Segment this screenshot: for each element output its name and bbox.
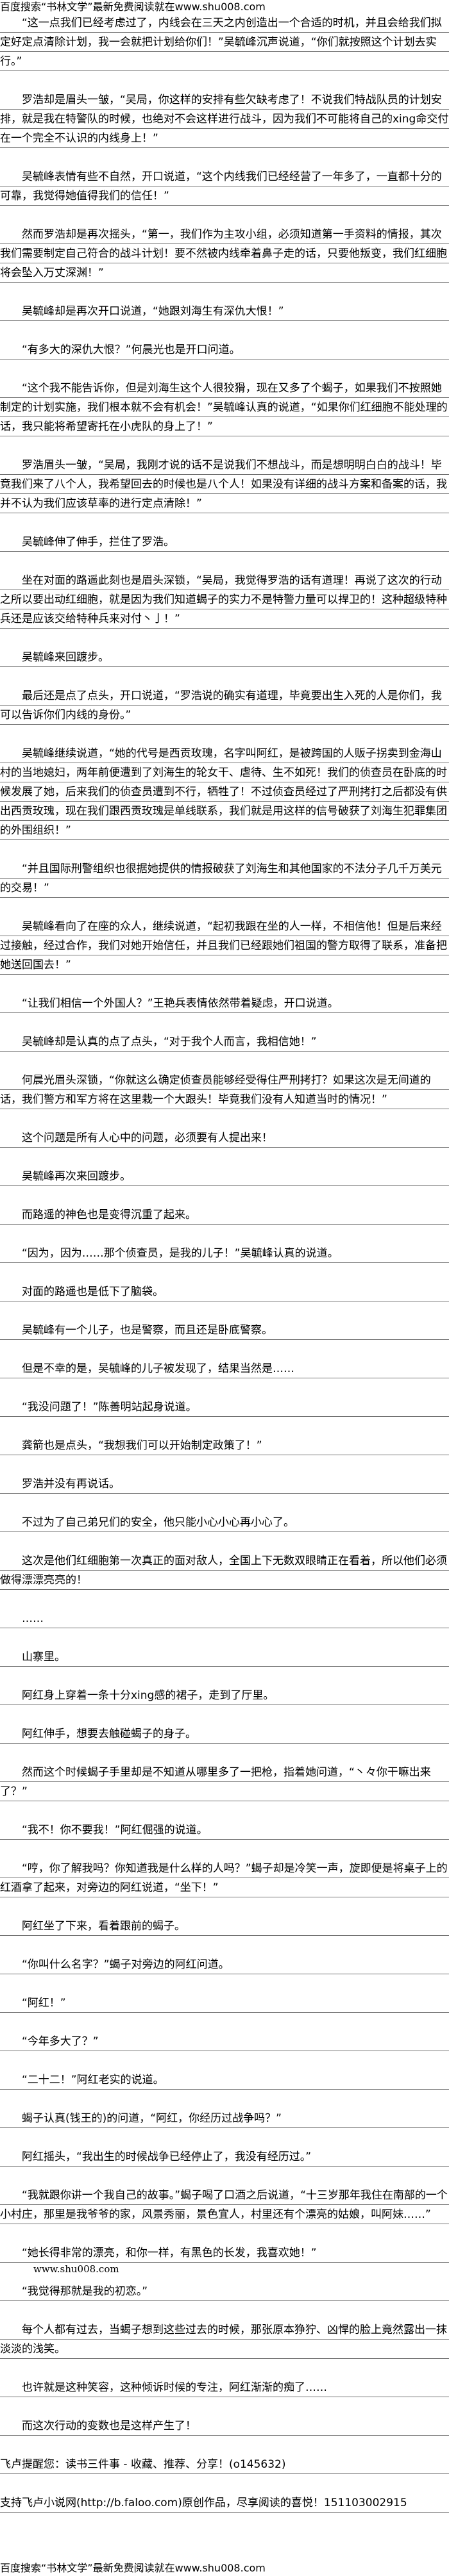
paragraph: 罗浩并没有再说话。 xyxy=(0,1474,449,1494)
paragraph: “我没问题了！”陈善明站起身说道。 xyxy=(0,1398,449,1417)
paragraph: 罗浩眉头一皱，“吴局，我刚才说的话不是说我们不想战斗，而是想明明白白的战斗！毕竟… xyxy=(0,456,449,513)
paragraph: 这个问题是所有人心中的问题，必须要有人提出来！ xyxy=(0,1128,449,1148)
paragraph: 阿红坐了下来，看着跟前的蝎子。 xyxy=(0,1917,449,1936)
paragraph: “让我们相信一个外国人？”王艳兵表情依然带着疑虑，开口说道。 xyxy=(0,994,449,1013)
paragraph: “我不！你不要我！”阿红倔强的说道。 xyxy=(0,1821,449,1840)
paragraph: 蝎子认真(钱王的)的问道，“阿红，你经历过战争吗？” xyxy=(0,2109,449,2128)
paragraph: “我觉得那就是我的初恋。” xyxy=(0,2282,449,2301)
paragraph: 吴毓峰有一个儿子，也是警察，而且还是卧底警察。 xyxy=(0,1321,449,1340)
paragraph: 不过为了自己弟兄们的安全，他只能小心小心再小心了。 xyxy=(0,1513,449,1532)
paragraph: “有多大的深仇大恨？”何晨光也是开口问道。 xyxy=(0,340,449,359)
paragraph: 吴毓峰继续说道，“她的代号是西贡玫瑰，名字叫阿红，是被跨国的人贩子拐卖到金海山村… xyxy=(0,744,449,840)
paragraph: 坐在对面的路遥此刻也是眉头深锁，“吴局，我觉得罗浩的话有道理！再说了这次的行动之… xyxy=(0,571,449,629)
paragraph: 然而这个时候蝎子手里却是不知道从哪里多了一把枪，指着她问道，“丶々你干嘛出来了？… xyxy=(0,1763,449,1801)
site-banner-top: 百度搜索“书林文学”最新免费阅读就在www.shu008.com xyxy=(0,1,266,13)
paragraph: 这次是他们红细胞第一次真正的面对敌人，全国上下无数双眼睛正在看着，所以他们必须做… xyxy=(0,1551,449,1590)
site-banner-bottom: 百度搜索“书林文学”最新免费阅读就在www.shu008.com xyxy=(0,2562,266,2574)
paragraph: 而路遥的神色也是变得沉重了起来。 xyxy=(0,1205,449,1225)
paragraph: “并且国际刑警组织也很据她提供的情报破获了刘海生和其他国家的不法分子几千万美元的… xyxy=(0,859,449,898)
paragraph: …… xyxy=(0,1609,449,1628)
paragraph: “阿红！” xyxy=(0,1994,449,2013)
paragraph: “这个我不能告诉你，但是刘海生这个人很狡猾，现在又多了个蝎子，如果我们不按照她制… xyxy=(0,379,449,436)
paragraph: 对面的路遥也是低下了脑袋。 xyxy=(0,1282,449,1301)
paragraph: 吴毓峰伸了伸手，拦住了罗浩。 xyxy=(0,533,449,552)
paragraph: 吴毓峰表情有些不自然，开口说道，“这个内线我们已经经营了一年多了，一直都十分的可… xyxy=(0,167,449,206)
paragraph: 但是不幸的是，吴毓峰的儿子被发现了，结果当然是…… xyxy=(0,1359,449,1378)
paragraph: “我就跟你讲一个我自己的故事。”蝎子喝了口酒之后说道，“十三岁那年我住在南部的一… xyxy=(0,2186,449,2224)
paragraph: 阿红伸手，想要去触碰蝎子的身子。 xyxy=(0,1724,449,1744)
paragraph: 阿红摇头，“我出生的时候战争已经停止了，我没有经历过。” xyxy=(0,2147,449,2167)
paragraph: 吴毓峰看向了在座的众人，继续说道，“起初我跟在坐的人一样，不相信他！但是后来经过… xyxy=(0,917,449,975)
paragraph: 吴毓峰来回踱步。 xyxy=(0,648,449,667)
paragraph: “因为，因为……那个侦查员，是我的儿子！”吴毓峰认真的说道。 xyxy=(0,1244,449,1263)
chapter-body: “这一点我们已经考虑过了，内线会在三天之内创造出一个合适的时机，并且会给我们拟定… xyxy=(0,13,449,2513)
paragraph: 然而罗浩却是再次摇头，“第一，我们作为主攻小组，必须知道第一手资料的情报，其次我… xyxy=(0,225,449,283)
paragraph: “你叫什么名字？”蝎子对旁边的阿红问道。 xyxy=(0,1955,449,1974)
paragraph: 吴毓峰却是认真的点了点头，“对于我个人而言，我相信她！” xyxy=(0,1032,449,1052)
paragraph: 龚箭也是点头，“我想我们可以开始制定政策了！” xyxy=(0,1436,449,1455)
paragraph: 每个人都有过去，当蝎子想到这些过去的时候，那张原本狰狞、凶悍的脸上竟然露出一抹淡… xyxy=(0,2320,449,2359)
paragraph: 也许就是这种笑容，这种倾诉时候的专注，阿红渐渐的痴了…… xyxy=(0,2378,449,2397)
paragraph: 何晨光眉头深锁，“你就这么确定侦查员能够经受得住严刑拷打？如果这次是无间道的话，… xyxy=(0,1071,449,1109)
watermark-text: www.shu008.com xyxy=(33,2263,119,2275)
footer-reminder: 飞卢提醒您：读书三件事 - 收藏、推荐、分享！(o145632) xyxy=(0,2455,449,2474)
paragraph: 罗浩却是眉头一皱，“吴局，你这样的安排有些欠缺考虑了！不说我们特战队员的计划安排… xyxy=(0,90,449,148)
paragraph: “这一点我们已经考虑过了，内线会在三天之内创造出一个合适的时机，并且会给我们拟定… xyxy=(0,13,449,71)
paragraph: 而这次行动的变数也是这样产生了！ xyxy=(0,2416,449,2436)
paragraph: “今年多大了？” xyxy=(0,2032,449,2051)
paragraph: 吴毓峰却是再次开口说道，“她跟刘海生有深仇大恨！” xyxy=(0,302,449,321)
paragraph: “二十二！”阿红老实的说道。 xyxy=(0,2070,449,2090)
paragraph: 山寨里。 xyxy=(0,1647,449,1667)
paragraph: 最后还是点了点头，开口说道，“罗浩说的确实有道理，毕竟要出生入死的人是你们，我可… xyxy=(0,686,449,725)
paragraph: “哼，你了解我吗？你知道我是什么样的人吗？”蝎子却是冷笑一声，旋即便是将桌子上的… xyxy=(0,1859,449,1897)
footer-support: 支持飞卢小说网(http://b.faloo.com)原创作品，尽享阅读的喜悦！… xyxy=(0,2493,449,2513)
paragraph: “她长得非常的漂亮，和你一样，有黑色的长发，我喜欢她！” xyxy=(0,2243,449,2263)
paragraph: 阿红身上穿着一条十分xing感的裙子，走到了厅里。 xyxy=(0,1686,449,1705)
paragraph: 吴毓峰再次来回踱步。 xyxy=(0,1167,449,1186)
